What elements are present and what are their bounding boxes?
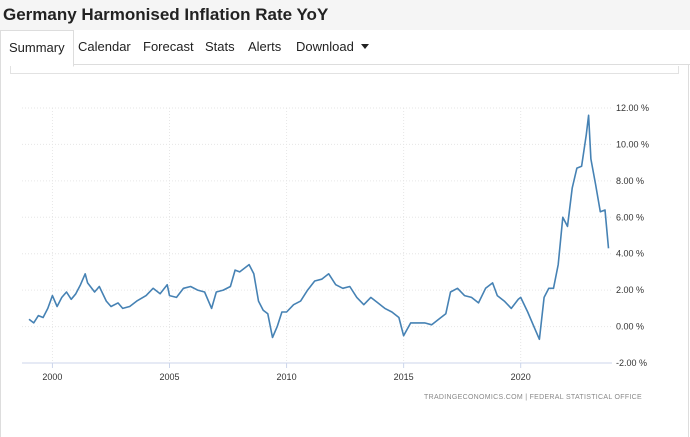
y-tick-label: 4.00 % [616, 249, 644, 259]
tab-summary[interactable]: Summary [0, 30, 74, 67]
gridlines [22, 107, 612, 364]
chart-credit: TRADINGECONOMICS.COM | FEDERAL STATISTIC… [424, 394, 642, 401]
page-header: Germany Harmonised Inflation Rate YoY [0, 0, 690, 30]
y-tick-label: 12.00 % [616, 103, 649, 113]
panel-strip [10, 66, 679, 74]
download-label: Download [296, 39, 354, 54]
page-title: Germany Harmonised Inflation Rate YoY [3, 5, 329, 24]
y-tick-label: 6.00 % [616, 212, 644, 222]
y-tick-label: -2.00 % [616, 358, 647, 368]
chart-panel [0, 65, 689, 437]
tab-calendar[interactable]: Calendar [78, 39, 131, 54]
y-axis: 12.00 % 10.00 % 8.00 % 6.00 % 4.00 % 2.00 % 0.… [616, 103, 649, 368]
y-tick-label: 10.00 % [616, 139, 649, 149]
caret-down-icon [360, 44, 369, 49]
x-tick-label: 2005 [159, 372, 179, 382]
y-tick-label: 8.00 % [616, 176, 644, 186]
y-tick-label: 0.00 % [616, 322, 644, 332]
x-axis: 2000 2005 2010 2015 2020 [42, 363, 531, 382]
x-tick-label: 2020 [511, 372, 531, 382]
tab-download[interactable]: Download [296, 30, 369, 64]
tab-bar: Summary Calendar Forecast Stats Alerts D… [0, 30, 690, 67]
y-tick-label: 2.00 % [616, 285, 644, 295]
x-tick-label: 2010 [277, 372, 297, 382]
series-line [28, 114, 610, 341]
x-tick-label: 2015 [394, 372, 414, 382]
tab-alerts[interactable]: Alerts [248, 39, 282, 54]
tab-stats[interactable]: Stats [205, 39, 235, 54]
x-tick-label: 2000 [42, 372, 62, 382]
tab-forecast[interactable]: Forecast [143, 39, 194, 54]
